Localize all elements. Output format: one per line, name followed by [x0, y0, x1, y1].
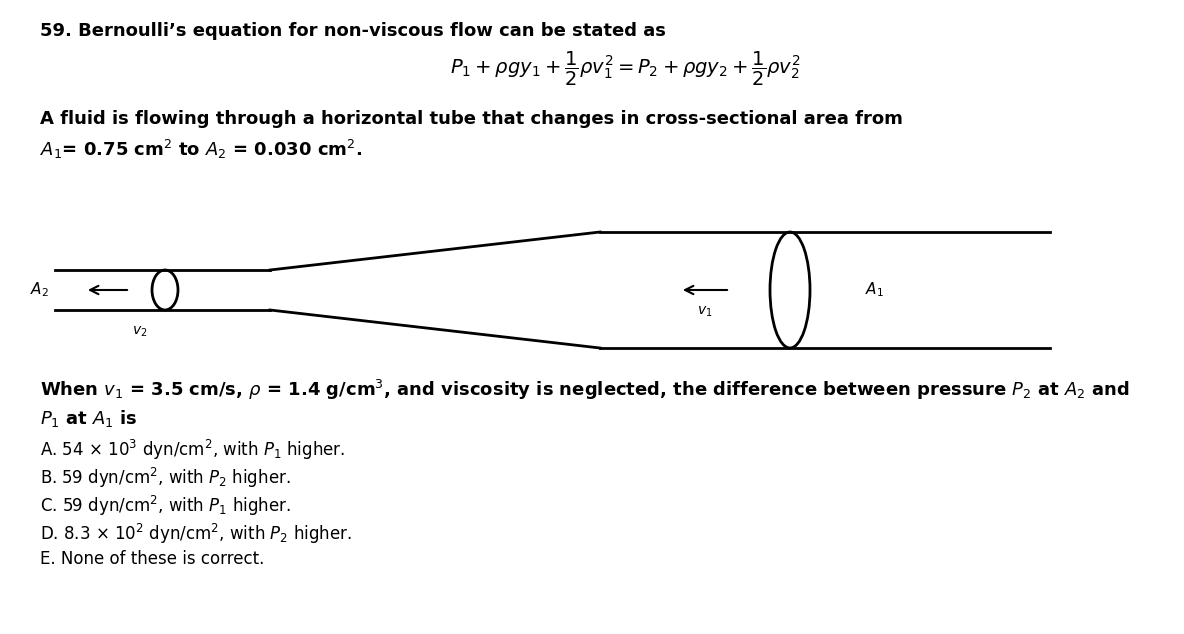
Text: A fluid is flowing through a horizontal tube that changes in cross-sectional are: A fluid is flowing through a horizontal … [40, 110, 903, 128]
Text: $v_2$: $v_2$ [133, 325, 148, 339]
Text: $v_1$: $v_1$ [697, 305, 713, 320]
Text: A. 54 × 10$^3$ dyn/cm$^2$, with $P_1$ higher.: A. 54 × 10$^3$ dyn/cm$^2$, with $P_1$ hi… [40, 438, 346, 462]
Text: $P_1$ at $A_1$ is: $P_1$ at $A_1$ is [40, 408, 137, 429]
Text: B. 59 dyn/cm$^2$, with $P_2$ higher.: B. 59 dyn/cm$^2$, with $P_2$ higher. [40, 466, 290, 490]
Text: $A_1$= 0.75 cm$^2$ to $A_2$ = 0.030 cm$^2$.: $A_1$= 0.75 cm$^2$ to $A_2$ = 0.030 cm$^… [40, 138, 362, 161]
Text: $P_1 + \rho g y_1 + \dfrac{1}{2}\rho v_1^2 = P_2 + \rho g y_2 + \dfrac{1}{2}\rho: $P_1 + \rho g y_1 + \dfrac{1}{2}\rho v_1… [450, 50, 800, 88]
Text: 59. Bernoulli’s equation for non-viscous flow can be stated as: 59. Bernoulli’s equation for non-viscous… [40, 22, 665, 40]
Text: $A_1$: $A_1$ [866, 281, 884, 299]
Text: D. 8.3 × 10$^2$ dyn/cm$^2$, with $P_2$ higher.: D. 8.3 × 10$^2$ dyn/cm$^2$, with $P_2$ h… [40, 522, 352, 546]
Text: C. 59 dyn/cm$^2$, with $P_1$ higher.: C. 59 dyn/cm$^2$, with $P_1$ higher. [40, 494, 291, 518]
Text: When $v_1$ = 3.5 cm/s, $\rho$ = 1.4 g/cm$^3$, and viscosity is neglected, the di: When $v_1$ = 3.5 cm/s, $\rho$ = 1.4 g/cm… [40, 378, 1130, 402]
Text: $A_2$: $A_2$ [30, 281, 49, 299]
Text: E. None of these is correct.: E. None of these is correct. [40, 550, 264, 568]
